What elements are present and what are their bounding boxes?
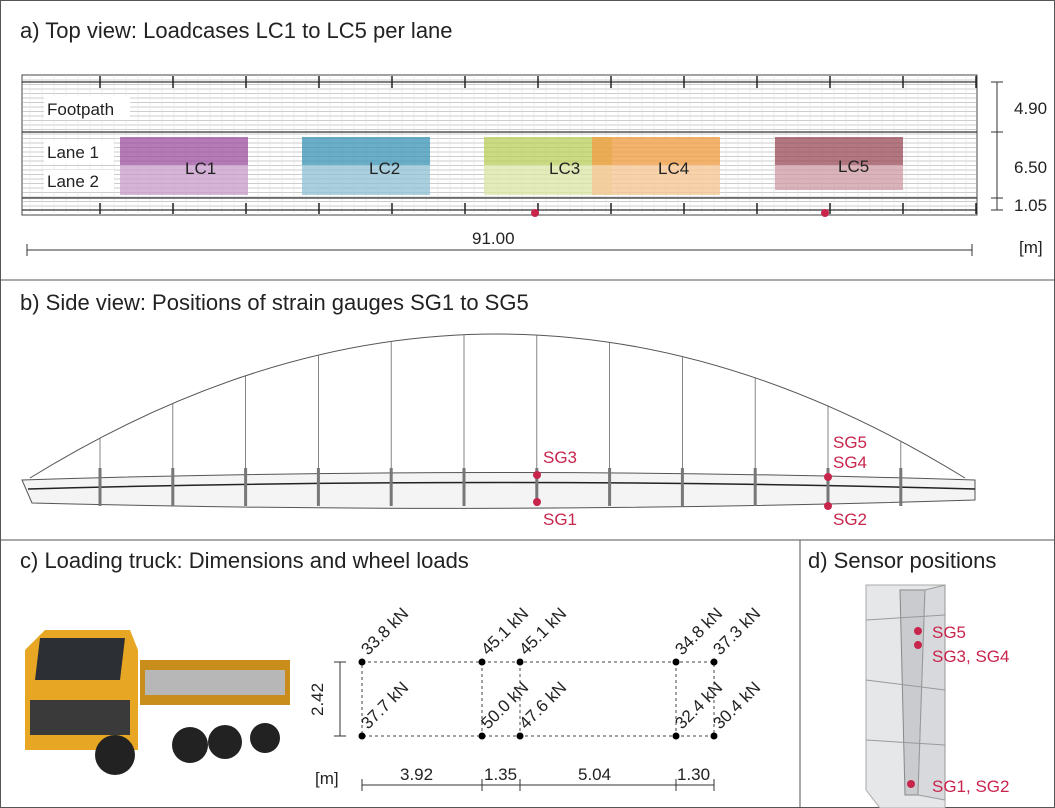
dimension-label: 5.04 [578,765,611,784]
wheel [479,733,486,740]
loadcase-label: LC2 [369,159,400,178]
loadcases [120,137,903,195]
truck-wheel [250,723,280,753]
gauge-label: SG2 [833,510,867,529]
loadcase-area [302,137,430,165]
gauge-marker [533,471,541,479]
loadcase-area [592,165,720,195]
gauge-label: SG1, SG2 [932,777,1009,796]
loadcase-label: LC3 [549,159,580,178]
gauge-label: SG3, SG4 [932,647,1009,666]
wheel [673,733,680,740]
lane-label: Lane 2 [47,172,99,191]
gauge-label: SG5 [932,623,966,642]
gauge-label: SG5 [833,433,867,452]
truck-side [145,670,285,695]
gauge-marker [824,502,832,510]
wheel-load: 33.8 kN [357,604,412,659]
loadcase-area [120,137,248,165]
truck-image [25,630,290,775]
unit-label: [m] [315,769,339,788]
loadcase-area [120,165,248,195]
wheel [479,659,486,666]
lane-label: Footpath [47,100,114,119]
bridge-side-view [22,334,975,508]
loadcase-label: LC5 [838,157,869,176]
loadcase-area [302,165,430,195]
sensor-detail [866,585,945,808]
gauge-marker [531,209,539,217]
panel-title: c) Loading truck: Dimensions and wheel l… [20,548,469,573]
wheel [711,733,718,740]
wheel-load: 37.7 kN [357,678,412,733]
dimension-label: 91.00 [472,229,515,248]
figure: a) Top view: Loadcases LC1 to LC5 per la… [0,0,1055,808]
wheel [517,733,524,740]
panel-title: d) Sensor positions [808,548,996,573]
truck-windshield [35,638,125,680]
deck [22,473,975,509]
truck-grille [30,700,130,735]
dimension-label: 4.90 [1014,99,1047,118]
wheel [359,659,366,666]
arch [30,334,965,478]
gauge-label: SG1 [543,510,577,529]
gauge-marker [533,498,541,506]
dimension-label: 6.50 [1014,158,1047,177]
dimension-label: 1.05 [1014,196,1047,215]
lane-label: Lane 1 [47,143,99,162]
wheel [517,659,524,666]
gauge-label: SG3 [543,448,577,467]
dimension-label: 3.92 [400,765,433,784]
panel-title: a) Top view: Loadcases LC1 to LC5 per la… [20,18,453,43]
loadcase-label: LC1 [185,159,216,178]
gauge-marker [914,627,922,635]
gauge-marker [914,641,922,649]
gauge-marker [824,473,832,481]
loadcase-area [592,137,720,165]
gauge-marker [907,780,915,788]
truck-wheel [95,735,135,775]
wheel [673,659,680,666]
panel-title: b) Side view: Positions of strain gauges… [20,290,529,315]
unit-label: [m] [1019,238,1043,257]
dimension-label: 1.35 [484,765,517,784]
gauge-marker [821,209,829,217]
truck-wheel [172,727,208,763]
wheel [711,659,718,666]
wheel [359,733,366,740]
dimension-label: 2.42 [308,683,327,716]
truck-wheel [208,725,242,759]
loadcase-label: LC4 [658,159,689,178]
gauge-label: SG4 [833,453,867,472]
dimension-label: 1.30 [677,765,710,784]
